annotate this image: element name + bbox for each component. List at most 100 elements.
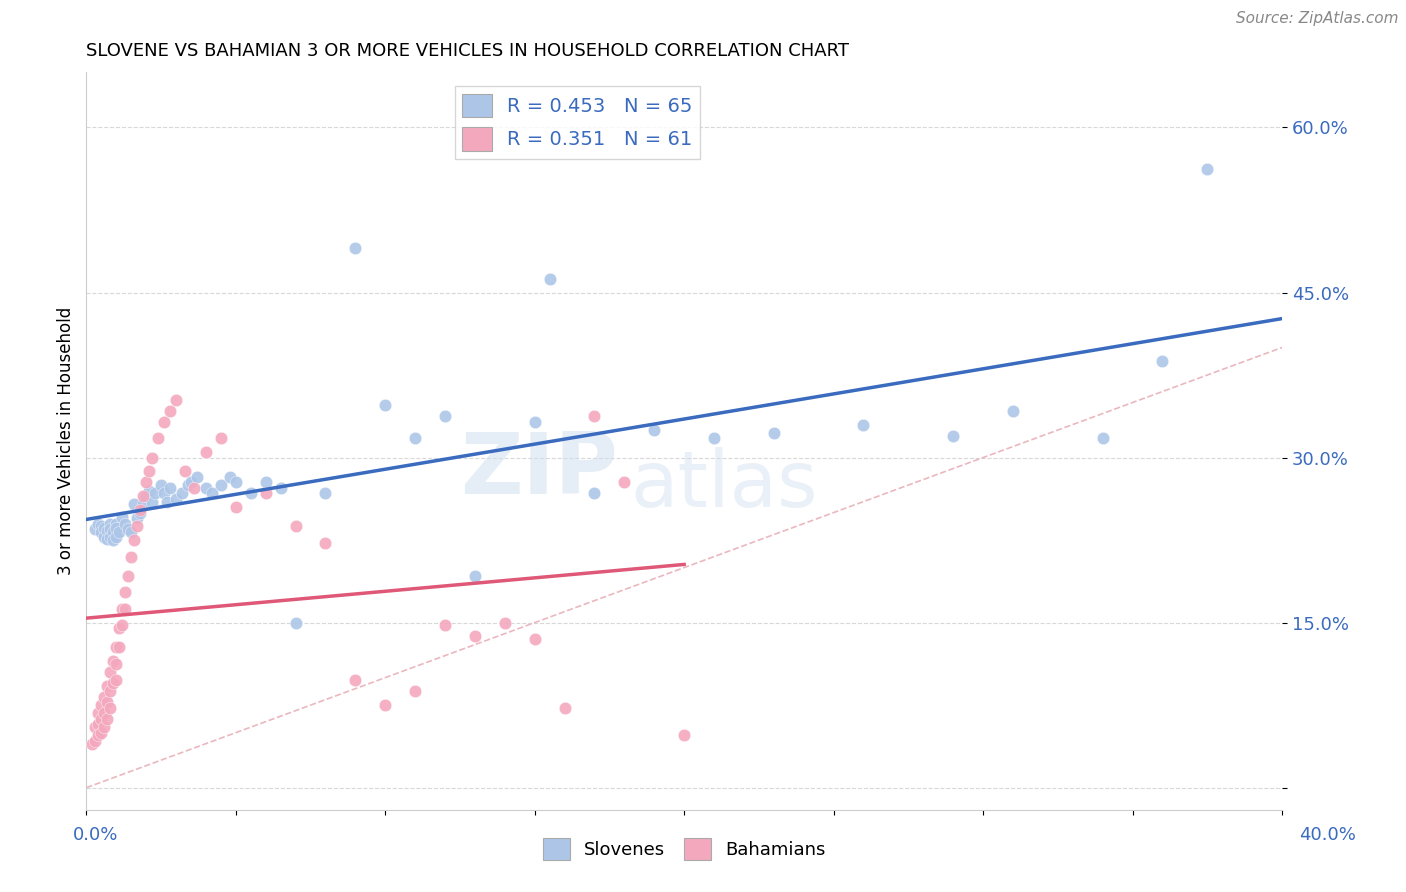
Point — [156, 494, 179, 508]
Point — [433, 617, 456, 632]
Point — [98, 665, 121, 680]
Point — [135, 475, 157, 489]
Point — [111, 602, 134, 616]
Point — [150, 478, 173, 492]
Point — [114, 516, 136, 531]
Point — [108, 621, 131, 635]
Text: ZIP: ZIP — [461, 429, 619, 512]
Point — [111, 617, 134, 632]
Point — [225, 475, 247, 489]
Point — [90, 525, 112, 540]
Point — [108, 525, 131, 540]
Point — [87, 728, 110, 742]
Point — [103, 533, 125, 547]
Point — [374, 398, 396, 412]
Point — [673, 728, 696, 742]
Point — [129, 503, 152, 517]
Point — [105, 640, 128, 654]
Point — [103, 676, 125, 690]
Point — [111, 510, 134, 524]
Point — [98, 701, 121, 715]
Point — [90, 725, 112, 739]
Point — [132, 497, 155, 511]
Point — [314, 536, 336, 550]
Point — [165, 492, 187, 507]
Point — [165, 393, 187, 408]
Point — [103, 525, 125, 540]
Point — [141, 494, 163, 508]
Point — [98, 530, 121, 544]
Point — [141, 450, 163, 465]
Text: 0.0%: 0.0% — [73, 826, 118, 844]
Legend: R = 0.453   N = 65, R = 0.351   N = 61: R = 0.453 N = 65, R = 0.351 N = 61 — [454, 86, 700, 159]
Text: atlas: atlas — [630, 447, 818, 524]
Point — [613, 475, 636, 489]
Point — [209, 478, 232, 492]
Point — [108, 640, 131, 654]
Point — [129, 506, 152, 520]
Point — [170, 485, 193, 500]
Point — [120, 549, 142, 564]
Point — [138, 464, 160, 478]
Point — [84, 734, 107, 748]
Point — [374, 698, 396, 713]
Point — [93, 521, 115, 535]
Point — [153, 415, 176, 429]
Point — [1152, 353, 1174, 368]
Point — [96, 524, 118, 539]
Point — [494, 615, 516, 630]
Point — [1091, 431, 1114, 445]
Point — [194, 482, 217, 496]
Point — [127, 511, 149, 525]
Point — [225, 500, 247, 514]
Point — [404, 431, 426, 445]
Point — [344, 673, 367, 687]
Point — [90, 713, 112, 727]
Point — [270, 482, 292, 496]
Point — [96, 680, 118, 694]
Point — [120, 525, 142, 540]
Point — [96, 695, 118, 709]
Point — [84, 522, 107, 536]
Point — [146, 431, 169, 445]
Point — [538, 272, 561, 286]
Point — [93, 690, 115, 705]
Point — [583, 409, 606, 423]
Point — [96, 532, 118, 546]
Point — [1197, 162, 1219, 177]
Point — [314, 485, 336, 500]
Y-axis label: 3 or more Vehicles in Household: 3 or more Vehicles in Household — [58, 307, 75, 575]
Point — [174, 464, 197, 478]
Point — [103, 654, 125, 668]
Point — [90, 698, 112, 713]
Point — [554, 701, 576, 715]
Point — [523, 632, 546, 647]
Point — [96, 713, 118, 727]
Point — [127, 518, 149, 533]
Point — [583, 485, 606, 500]
Point — [132, 489, 155, 503]
Point — [98, 684, 121, 698]
Point — [122, 497, 145, 511]
Text: SLOVENE VS BAHAMIAN 3 OR MORE VEHICLES IN HOUSEHOLD CORRELATION CHART: SLOVENE VS BAHAMIAN 3 OR MORE VEHICLES I… — [86, 42, 849, 60]
Point — [153, 485, 176, 500]
Text: Source: ZipAtlas.com: Source: ZipAtlas.com — [1236, 11, 1399, 26]
Point — [87, 516, 110, 531]
Point — [464, 629, 486, 643]
Point — [254, 485, 277, 500]
Point — [433, 409, 456, 423]
Point — [90, 518, 112, 533]
Point — [82, 737, 104, 751]
Point — [87, 706, 110, 720]
Point — [135, 489, 157, 503]
Point — [186, 470, 208, 484]
Point — [105, 521, 128, 535]
Point — [93, 706, 115, 720]
Text: 40.0%: 40.0% — [1299, 826, 1355, 844]
Point — [105, 516, 128, 531]
Point — [183, 482, 205, 496]
Point — [284, 518, 307, 533]
Point — [344, 242, 367, 256]
Point — [523, 415, 546, 429]
Point — [218, 470, 240, 484]
